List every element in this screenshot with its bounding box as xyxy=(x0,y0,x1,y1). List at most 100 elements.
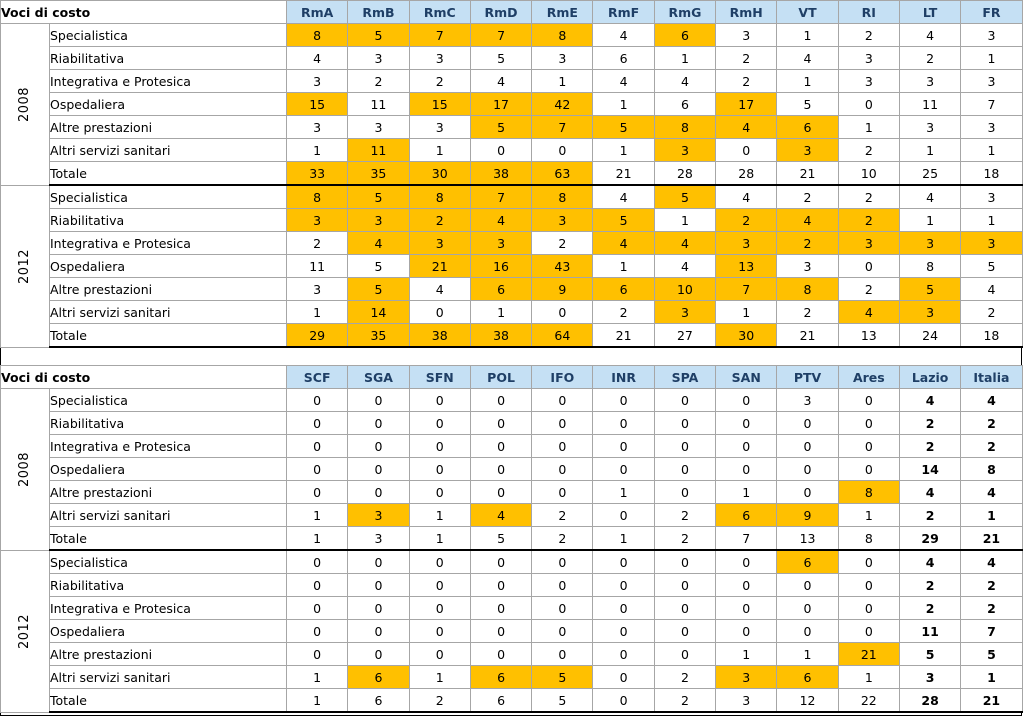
value-cell: 5 xyxy=(347,184,410,209)
value-cell: 4 xyxy=(898,388,962,412)
column-header: RmH xyxy=(715,0,778,24)
value-cell: 43 xyxy=(531,254,594,278)
value-cell: 0 xyxy=(837,254,900,278)
value-cell: 14 xyxy=(347,300,410,324)
value-cell: 4 xyxy=(898,184,962,209)
value-cell: 8 xyxy=(285,23,349,47)
value-cell: 5 xyxy=(898,642,962,666)
column-header: Ares xyxy=(837,365,900,389)
value-cell: 0 xyxy=(776,457,839,481)
value-cell: 1 xyxy=(776,23,839,47)
value-cell: 4 xyxy=(285,46,349,70)
cost-table-top: Voci di costo RmA RmB RmC RmD RmE RmF RmG RmH VT R… xyxy=(0,0,1023,348)
value-cell: 0 xyxy=(592,457,655,481)
table-row: Integrativa e Protesica 2 4 3 3 2 4 4 3 2 3 3 3 xyxy=(1,231,1023,255)
value-cell: 2 xyxy=(837,184,900,209)
column-header: SAN xyxy=(715,365,778,389)
value-cell: 3 xyxy=(715,688,778,713)
value-cell: 0 xyxy=(285,596,349,620)
value-cell: 1 xyxy=(776,69,839,93)
value-cell: 13 xyxy=(715,254,778,278)
value-cell: 0 xyxy=(469,138,533,162)
value-cell: 3 xyxy=(469,231,533,255)
value-cell: 2 xyxy=(837,23,900,47)
value-cell: 4 xyxy=(715,184,778,209)
value-cell: 22 xyxy=(837,688,900,713)
value-cell: 0 xyxy=(469,388,533,412)
value-cell: 1 xyxy=(715,480,778,504)
value-cell: 0 xyxy=(408,480,471,504)
value-cell: 5 xyxy=(531,665,594,689)
value-cell: 2 xyxy=(898,46,962,70)
value-cell: 2 xyxy=(715,208,778,232)
row-label: Altri servizi sanitari xyxy=(49,300,287,324)
column-header: RmG xyxy=(653,0,717,24)
value-cell: 3 xyxy=(531,208,594,232)
value-cell: 5 xyxy=(592,208,655,232)
value-cell: 5 xyxy=(776,92,839,116)
value-cell: 7 xyxy=(960,619,1023,643)
value-cell: 0 xyxy=(408,388,471,412)
value-cell: 2 xyxy=(408,208,471,232)
value-cell: 0 xyxy=(776,619,839,643)
value-cell: 0 xyxy=(531,300,594,324)
value-cell: 0 xyxy=(715,138,778,162)
column-header: RI xyxy=(837,0,900,24)
value-cell: 1 xyxy=(653,208,717,232)
column-header: FR xyxy=(960,0,1023,24)
value-cell: 1 xyxy=(898,138,962,162)
table-row: 2008 Specialistica 8 5 7 7 8 4 6 3 1 2 4 3 xyxy=(0,23,1023,186)
value-cell: 1 xyxy=(898,208,962,232)
value-cell: 0 xyxy=(592,619,655,643)
table-row: Altre prestazioni 3 5 4 6 9 6 10 7 8 2 5 4 xyxy=(1,277,1023,301)
value-cell: 0 xyxy=(469,457,533,481)
value-cell: 0 xyxy=(531,434,594,458)
value-cell: 3 xyxy=(347,208,410,232)
value-cell: 15 xyxy=(285,92,349,116)
value-cell: 0 xyxy=(285,549,349,574)
value-cell: 0 xyxy=(285,642,349,666)
value-cell: 0 xyxy=(837,596,900,620)
value-cell: 1 xyxy=(408,138,471,162)
value-cell: 0 xyxy=(408,457,471,481)
year-text: 2012 xyxy=(17,613,33,650)
value-cell: 5 xyxy=(960,254,1023,278)
value-cell: 3 xyxy=(960,69,1023,93)
value-cell: 2 xyxy=(960,300,1023,324)
column-header: Lazio xyxy=(898,365,962,389)
value-cell: 2 xyxy=(408,688,471,713)
value-cell: 4 xyxy=(898,549,962,574)
value-cell: 29 xyxy=(898,526,962,551)
value-cell: 2 xyxy=(347,69,410,93)
value-cell: 4 xyxy=(715,115,778,139)
value-cell: 4 xyxy=(347,231,410,255)
value-cell: 0 xyxy=(592,503,655,527)
column-header: PTV xyxy=(776,365,839,389)
value-cell: 6 xyxy=(347,665,410,689)
value-cell: 38 xyxy=(408,323,471,348)
value-cell: 21 xyxy=(592,323,655,348)
value-cell: 0 xyxy=(653,549,717,574)
column-header: RmB xyxy=(347,0,410,24)
value-cell: 38 xyxy=(469,323,533,348)
value-cell: 0 xyxy=(469,549,533,574)
value-cell: 7 xyxy=(531,115,594,139)
value-cell: 3 xyxy=(347,526,410,551)
table-row: Totale 1 3 1 5 2 1 2 7 13 8 29 21 xyxy=(1,526,1023,551)
value-cell: 8 xyxy=(531,184,594,209)
table-row: Riabilitativa 0 0 0 0 0 0 0 0 0 0 2 2 xyxy=(1,573,1023,597)
value-cell: 0 xyxy=(531,596,594,620)
value-cell: 1 xyxy=(592,138,655,162)
cost-table-bottom: Voci di costo SCF SGA SFN POL IFO INR SPA SAN PTV… xyxy=(0,365,1023,713)
value-cell: 1 xyxy=(715,300,778,324)
value-cell: 2 xyxy=(531,231,594,255)
row-label: Integrativa e Protesica xyxy=(49,231,287,255)
value-cell: 2 xyxy=(960,434,1023,458)
value-cell: 4 xyxy=(776,46,839,70)
value-cell: 0 xyxy=(347,388,410,412)
value-cell: 28 xyxy=(898,688,962,713)
value-cell: 0 xyxy=(285,619,349,643)
row-label: Integrativa e Protesica xyxy=(49,69,287,93)
value-cell: 8 xyxy=(960,457,1023,481)
column-header: SGA xyxy=(347,365,410,389)
